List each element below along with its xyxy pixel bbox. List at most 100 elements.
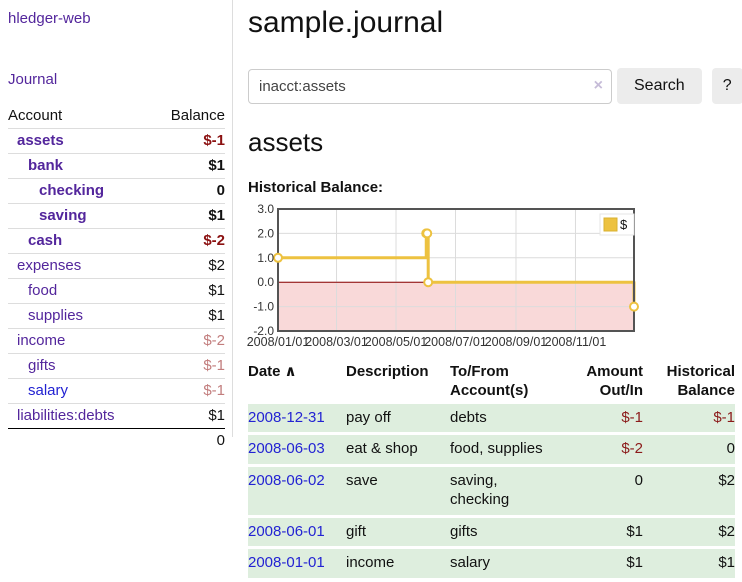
transaction-accounts: food, supplies <box>450 433 560 467</box>
account-link-checking[interactable]: checking <box>39 182 105 199</box>
transaction-balance: $1 <box>643 547 735 581</box>
sidebar: hledger-web Journal Account Balance asse… <box>0 0 233 449</box>
svg-text:$: $ <box>620 217 628 232</box>
accounts-table-body: assets $-1 bank $1 checking 0 saving $1 cash $-2 e… <box>8 128 225 429</box>
account-row: bank $1 <box>8 153 225 179</box>
register-header-description: Description <box>346 363 429 380</box>
register-header-date[interactable]: Date ∧ <box>248 363 297 380</box>
transaction-amount: $1 <box>560 547 643 581</box>
transaction-balance: $-1 <box>643 403 735 435</box>
svg-text:3.0: 3.0 <box>257 202 274 216</box>
account-row: food $1 <box>8 278 225 304</box>
page-title: sample.journal <box>248 6 444 39</box>
account-row: cash $-2 <box>8 228 225 254</box>
account-row: income $-2 <box>8 328 225 354</box>
svg-text:0.0: 0.0 <box>257 275 274 289</box>
account-link-bank[interactable]: bank <box>28 157 64 174</box>
transaction-balance: $2 <box>643 465 735 518</box>
transaction-amount: $1 <box>560 516 643 549</box>
register-header-balance: Historical Balance <box>666 363 735 399</box>
transaction-date-link[interactable]: 2008-06-03 <box>248 440 325 457</box>
svg-text:2.0: 2.0 <box>257 226 274 240</box>
account-row: checking 0 <box>8 178 225 204</box>
transaction-description: eat & shop <box>346 433 450 467</box>
account-heading: assets <box>248 127 324 157</box>
svg-text:2008/09/01: 2008/09/01 <box>485 335 548 349</box>
account-balance: $-1 <box>203 382 225 399</box>
help-button[interactable]: ? <box>711 68 742 104</box>
svg-text:2008/03/01: 2008/03/01 <box>305 335 368 349</box>
search-input[interactable] <box>248 68 612 104</box>
register-table-body: 2008-12-31 pay off debts $-1 $-1 2008-06-03 ea… <box>248 403 735 581</box>
transaction-description: gift <box>346 516 450 549</box>
account-row: saving $1 <box>8 203 225 229</box>
accounts-header-row: Account Balance <box>8 104 225 129</box>
accounts-header-account: Account <box>8 107 63 124</box>
sidebar-item-journal[interactable]: Journal <box>8 71 58 88</box>
account-link-income[interactable]: income <box>17 332 66 349</box>
svg-text:-2.0: -2.0 <box>253 324 274 338</box>
account-balance: $1 <box>208 157 225 174</box>
account-link-saving[interactable]: saving <box>39 207 87 224</box>
svg-text:-1.0: -1.0 <box>253 300 274 314</box>
transaction-date-link[interactable]: 2008-01-01 <box>248 554 325 571</box>
accounts-table: Account Balance assets $-1 bank $1 checking 0… <box>8 104 225 453</box>
account-balance: $1 <box>208 207 225 224</box>
svg-text:2008/11/01: 2008/11/01 <box>545 335 607 349</box>
search-button[interactable]: Search <box>617 68 702 104</box>
transaction-date-link[interactable]: 2008-06-01 <box>248 522 325 540</box>
sort-ascending-icon[interactable]: ∧ <box>284 363 297 380</box>
account-link-salary[interactable]: salary <box>28 382 69 399</box>
accounts-header-balance: Balance <box>170 107 225 124</box>
account-balance: $-2 <box>203 232 225 249</box>
register-header-tofrom: To/From Account(s) <box>450 363 529 399</box>
account-link-gifts[interactable]: gifts <box>28 357 56 374</box>
chart-title: Historical Balance: <box>248 179 384 196</box>
clear-search-icon[interactable]: × <box>593 76 603 94</box>
account-row: supplies $1 <box>8 303 225 329</box>
transaction-description: income <box>346 547 450 581</box>
account-row: liabilities:debts $1 <box>8 403 225 429</box>
account-row: expenses $2 <box>8 253 225 279</box>
main-content: sample.journal × Search ? assets Histori… <box>247 0 742 581</box>
transaction-accounts: gifts <box>450 516 560 549</box>
transaction-row: 2008-01-01 income salary $1 $1 <box>248 547 735 581</box>
transaction-amount: $-1 <box>560 403 643 435</box>
account-balance: $-2 <box>203 332 225 349</box>
register-header-row: Date ∧ Description To/From Account(s) Amo… <box>248 361 735 404</box>
svg-text:2008/07/01: 2008/07/01 <box>424 335 487 349</box>
transaction-date-link[interactable]: 2008-06-02 <box>248 471 325 489</box>
transaction-row: 2008-06-01 gift gifts $1 $2 <box>248 516 735 549</box>
account-link-liabilities-debts[interactable]: liabilities:debts <box>17 407 115 424</box>
accounts-total-row: 0 <box>8 428 225 454</box>
svg-text:2008/01/01: 2008/01/01 <box>247 335 310 349</box>
account-link-assets[interactable]: assets <box>17 132 64 149</box>
account-balance: $1 <box>208 307 225 324</box>
transaction-accounts: salary <box>450 547 560 581</box>
transaction-row: 2008-06-02 save saving, checking 0 $2 <box>248 465 735 518</box>
transaction-accounts: saving, checking <box>450 465 560 518</box>
account-link-expenses[interactable]: expenses <box>17 257 82 274</box>
account-link-food[interactable]: food <box>28 282 58 299</box>
account-row: gifts $-1 <box>8 353 225 379</box>
svg-text:2008/05/01: 2008/05/01 <box>365 335 428 349</box>
account-balance: $1 <box>208 407 225 424</box>
account-balance: $-1 <box>203 357 225 374</box>
transaction-description: save <box>346 465 450 518</box>
register-table: Date ∧ Description To/From Account(s) Amo… <box>248 361 735 581</box>
account-link-cash[interactable]: cash <box>28 232 63 249</box>
account-balance: $2 <box>208 257 225 274</box>
search-input-wrap: × <box>248 68 612 104</box>
app-brand-link[interactable]: hledger-web <box>8 10 91 27</box>
search-form: × Search ? <box>248 68 742 104</box>
account-balance: $-1 <box>203 132 225 149</box>
transaction-date-link[interactable]: 2008-12-31 <box>248 408 325 426</box>
transaction-balance: 0 <box>643 433 735 467</box>
account-link-supplies[interactable]: supplies <box>28 307 84 324</box>
account-balance: $1 <box>208 282 225 299</box>
historical-balance-chart: $3.0 2.0 1.0 0.0 -1.0 -2.02008/01/012008/03/0… <box>247 202 639 349</box>
svg-text:1.0: 1.0 <box>257 251 274 265</box>
account-balance: 0 <box>216 182 225 199</box>
accounts-total-value: 0 <box>216 432 225 449</box>
account-row: assets $-1 <box>8 128 225 154</box>
